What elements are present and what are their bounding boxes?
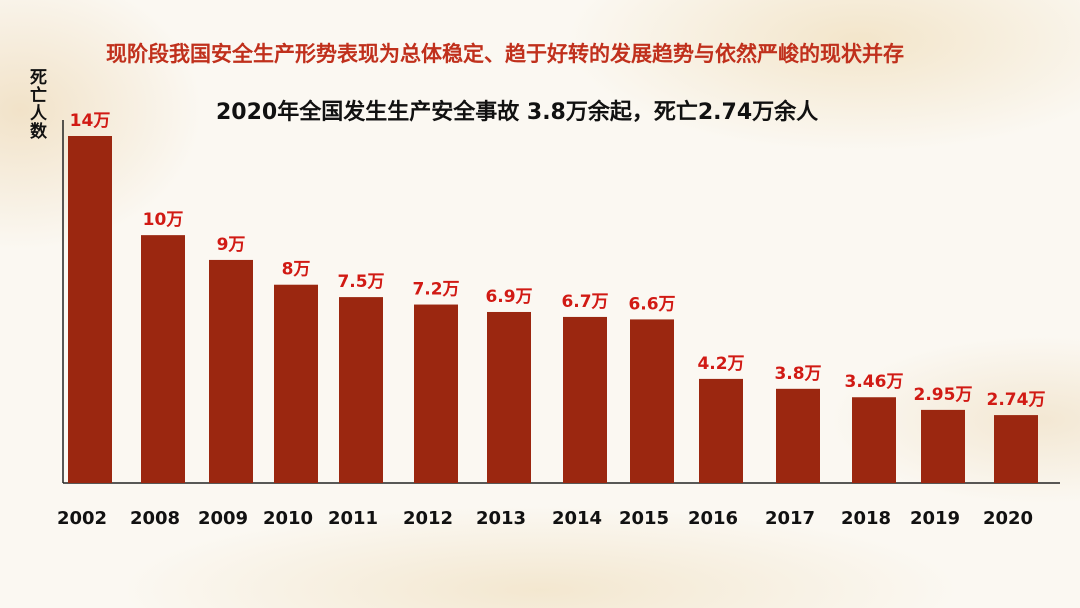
x-tick-2011: 2011: [328, 508, 378, 529]
x-tick-2019: 2019: [910, 508, 960, 529]
chart-title: 2020年全国发生生产安全事故 3.8万余起，死亡2.74万余人: [216, 100, 819, 125]
x-tick-2014: 2014: [552, 508, 602, 529]
value-label-2017: 3.8万: [774, 364, 821, 384]
x-tick-2020: 2020: [983, 508, 1033, 529]
value-label-2012: 7.2万: [412, 280, 459, 300]
bar-2017: [776, 388, 820, 483]
bar-2011: [339, 297, 383, 483]
y-axis-label: 死亡人数: [26, 68, 46, 140]
value-label-2016: 4.2万: [697, 354, 744, 374]
x-tick-2015: 2015: [619, 508, 669, 529]
value-label-2013: 6.9万: [485, 287, 532, 307]
bar-2015: [630, 319, 674, 483]
x-tick-2010: 2010: [263, 508, 313, 529]
bar-2016: [699, 378, 743, 483]
x-tick-2016: 2016: [688, 508, 738, 529]
value-label-2008: 10万: [143, 210, 184, 230]
bar-2020: [994, 415, 1038, 483]
bar-2019: [921, 409, 965, 483]
value-label-2002: 14万: [70, 111, 111, 131]
x-tick-2013: 2013: [476, 508, 526, 529]
value-label-2010: 8万: [282, 260, 311, 280]
x-tick-2012: 2012: [403, 508, 453, 529]
bar-2002: [68, 136, 112, 483]
x-tick-2018: 2018: [841, 508, 891, 529]
bar-2013: [487, 311, 531, 483]
x-tick-2002: 2002: [57, 508, 107, 529]
x-tick-2008: 2008: [130, 508, 180, 529]
page-headline: 现阶段我国安全生产形势表现为总体稳定、趋于好转的发展趋势与依然严峻的现状并存: [106, 42, 904, 66]
value-label-2018: 3.46万: [845, 372, 904, 392]
value-label-2009: 9万: [217, 235, 246, 255]
value-label-2015: 6.6万: [628, 294, 675, 314]
value-label-2019: 2.95万: [914, 385, 973, 405]
bar-2009: [209, 259, 253, 483]
bar-2014: [563, 316, 607, 483]
value-label-2020: 2.74万: [987, 390, 1046, 410]
bar-2018: [852, 397, 896, 483]
x-tick-2017: 2017: [765, 508, 815, 529]
bar-2010: [274, 284, 318, 483]
value-label-2014: 6.7万: [561, 292, 608, 312]
x-tick-2009: 2009: [198, 508, 248, 529]
bar-2008: [141, 235, 185, 483]
value-label-2011: 7.5万: [337, 272, 384, 292]
bar-2012: [414, 304, 458, 483]
